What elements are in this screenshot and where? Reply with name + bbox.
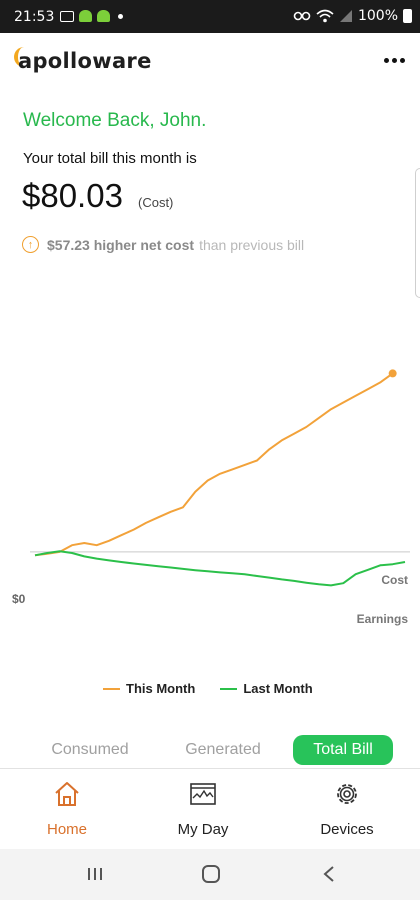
tab-total-bill[interactable]: Total Bill — [293, 735, 393, 765]
vpn-key-icon — [293, 11, 311, 21]
welcome-text: Welcome Back, John. — [23, 110, 207, 131]
bill-comparison: ↑ $57.23 higher net cost than previous b… — [22, 236, 304, 253]
nav-home-label: Home — [46, 821, 87, 838]
bill-label: Your total bill this month is — [23, 150, 197, 167]
notification-icons — [60, 10, 123, 22]
series-line-this-month — [34, 372, 394, 557]
side-panel-handle[interactable] — [415, 168, 420, 298]
system-icons: 100% — [293, 8, 412, 24]
legend-label: This Month — [126, 681, 196, 696]
android-icon — [79, 10, 92, 22]
recent-apps-icon[interactable] — [80, 863, 110, 885]
tab-consumed[interactable]: Consumed — [51, 741, 129, 758]
bottom-navigation: Home My Day Devices — [0, 769, 420, 849]
tab-generated[interactable]: Generated — [185, 741, 261, 758]
legend-swatch-this-month — [103, 687, 120, 690]
comparison-text: than previous bill — [199, 236, 305, 253]
battery-icon — [403, 9, 412, 23]
nav-my-day[interactable]: My Day — [148, 779, 258, 838]
battery-percent: 100% — [357, 8, 398, 24]
bill-view-tabs: Consumed Generated Total Bill — [0, 735, 420, 769]
nav-devices[interactable]: Devices — [292, 779, 402, 838]
nav-my-day-label: My Day — [177, 821, 229, 838]
comparison-amount: $57.23 higher net cost — [47, 236, 195, 253]
nav-divider — [0, 768, 420, 769]
chart-window-icon — [190, 783, 216, 805]
legend-swatch-last-month — [220, 687, 238, 690]
back-icon[interactable] — [314, 863, 344, 885]
nav-devices-label: Devices — [320, 821, 374, 838]
bill-unit: (Cost) — [138, 195, 174, 210]
dot-icon — [118, 13, 123, 19]
app-logo: apolloware — [18, 49, 152, 73]
arrow-up-circle-icon: ↑ — [22, 236, 39, 253]
series-line-last-month — [34, 550, 406, 587]
android-icon — [97, 10, 110, 22]
legend-last-month[interactable]: Last Month — [220, 681, 313, 696]
message-icon — [60, 10, 74, 22]
current-point-marker[interactable] — [388, 369, 397, 378]
home-icon — [55, 782, 79, 806]
logo-mark-icon — [14, 47, 28, 67]
signal-icon — [339, 10, 352, 22]
legend-label: Last Month — [243, 681, 313, 696]
android-navigation-bar — [0, 849, 420, 900]
gear-icon — [337, 784, 357, 804]
earnings-axis-label: Earnings — [356, 612, 408, 626]
y-zero-label: $0 — [12, 592, 26, 606]
app-header: apolloware — [0, 33, 420, 88]
home-button-icon[interactable] — [196, 863, 226, 885]
wifi-icon — [316, 9, 334, 23]
bill-line-chart — [30, 369, 410, 587]
more-options-icon[interactable] — [380, 49, 408, 71]
status-time: 21:53 — [14, 9, 55, 25]
status-bar: 21:53 100% — [0, 0, 420, 33]
chart-legend: This Month Last Month — [103, 681, 338, 696]
bill-amount: $80.03 — [22, 177, 123, 214]
nav-home[interactable]: Home — [12, 779, 122, 838]
cost-axis-label: Cost — [381, 573, 408, 587]
legend-this-month[interactable]: This Month — [103, 681, 195, 696]
